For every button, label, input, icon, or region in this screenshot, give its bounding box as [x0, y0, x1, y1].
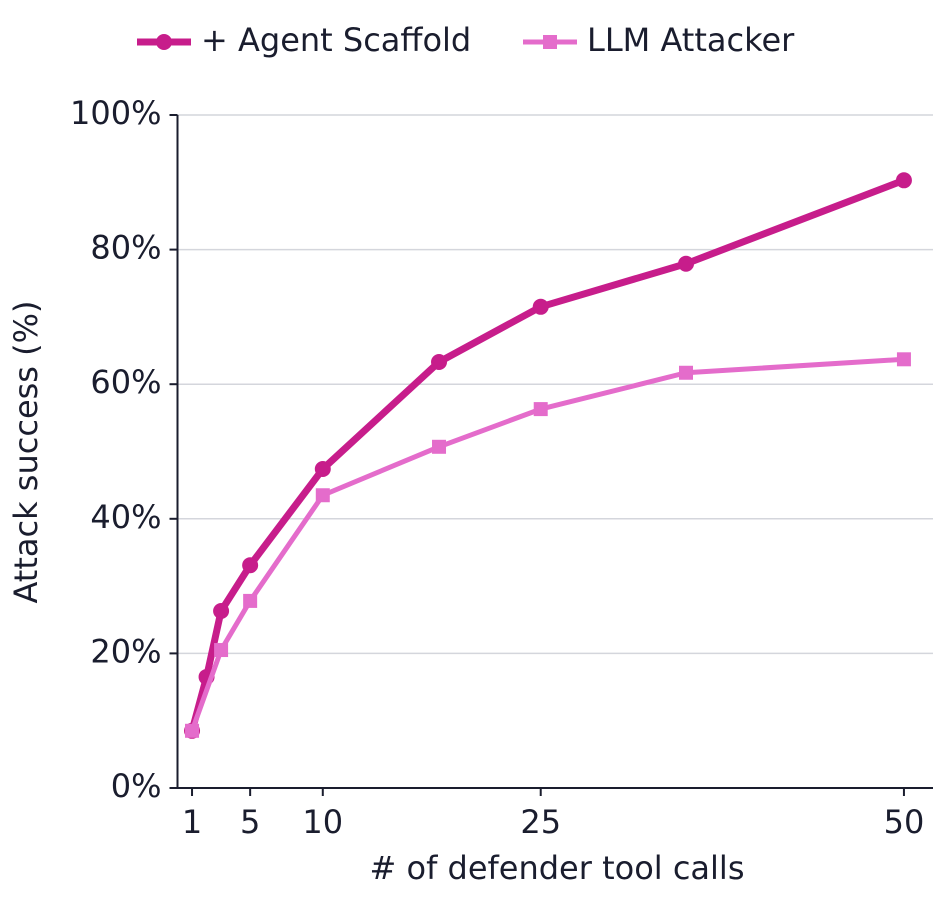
- x-tick-label: 50: [884, 803, 925, 841]
- y-tick-label: 20%: [90, 632, 161, 670]
- series-line: [189, 356, 905, 732]
- data-point: [213, 603, 230, 620]
- legend-marker: [156, 34, 172, 50]
- data-point: [532, 298, 549, 315]
- data-point: [431, 353, 448, 370]
- legend-label: LLM Attacker: [587, 21, 795, 59]
- y-tick-label: 80%: [90, 229, 161, 267]
- data-point: [679, 365, 694, 380]
- y-tick-label: 60%: [90, 363, 161, 401]
- data-point: [896, 352, 911, 367]
- data-point: [314, 460, 331, 477]
- legend-marker: [543, 35, 557, 49]
- series-line: [188, 177, 906, 732]
- x-tick-label: 10: [302, 803, 343, 841]
- data-point: [242, 557, 259, 574]
- y-tick-label: 100%: [70, 94, 161, 132]
- data-point: [243, 593, 258, 608]
- data-point: [678, 255, 695, 272]
- y-axis-label: Attack success (%): [7, 300, 45, 603]
- x-tick-label: 5: [240, 803, 260, 841]
- data-point: [533, 402, 548, 417]
- data-point: [214, 643, 229, 658]
- data-point: [895, 172, 912, 189]
- x-tick-label: 25: [520, 803, 561, 841]
- data-point: [432, 439, 447, 454]
- x-tick-label: 1: [182, 803, 202, 841]
- data-point: [185, 723, 200, 738]
- y-tick-label: 0%: [111, 767, 162, 805]
- y-tick-label: 40%: [90, 498, 161, 536]
- x-axis-label: # of defender tool calls: [370, 849, 745, 887]
- data-point: [315, 488, 330, 503]
- legend-label: + Agent Scaffold: [201, 21, 471, 59]
